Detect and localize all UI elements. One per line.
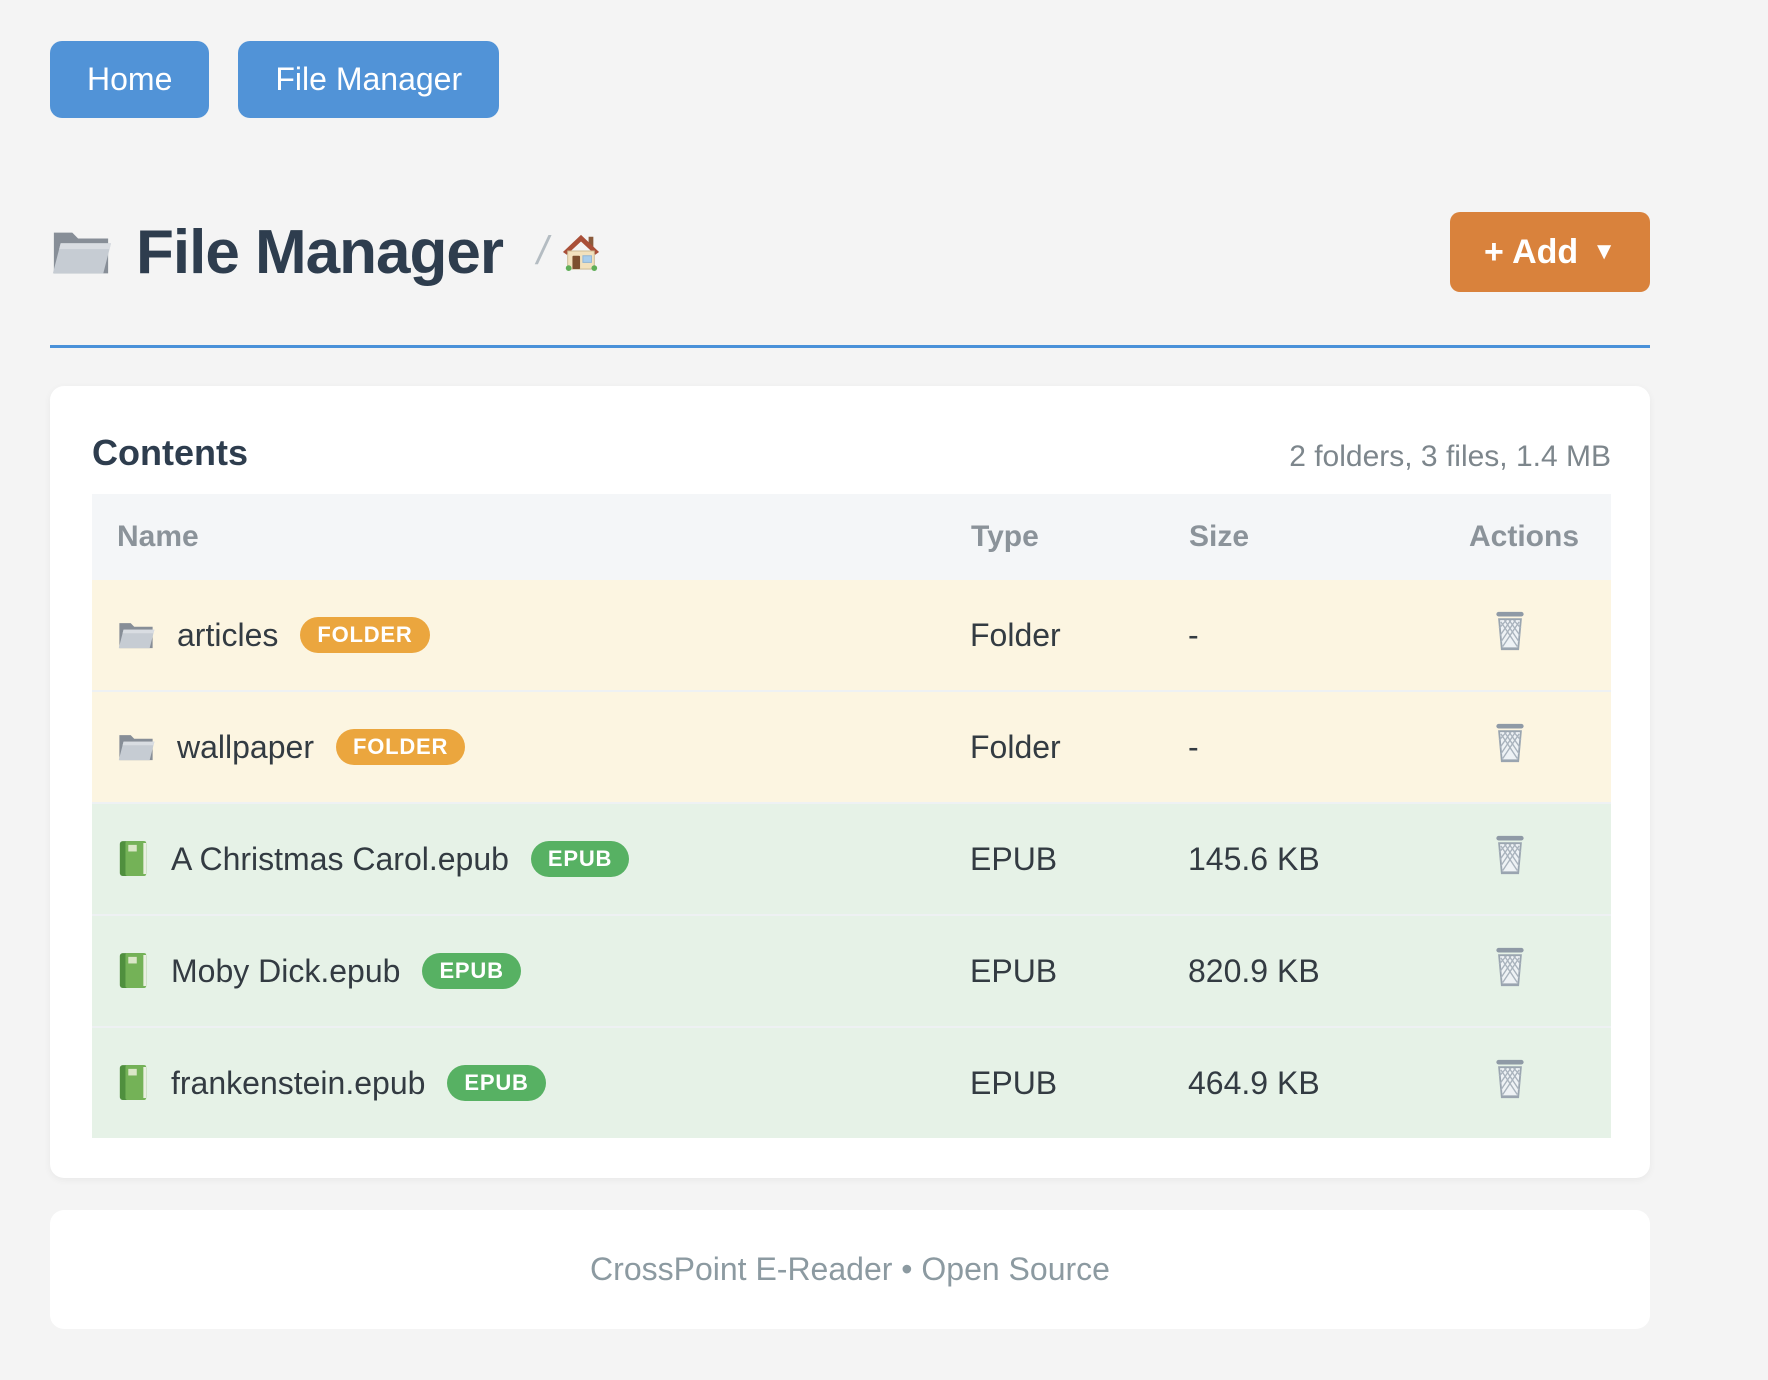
file-name: A Christmas Carol.epub xyxy=(171,840,509,877)
add-button-label: + Add xyxy=(1484,232,1579,271)
file-type: Folder xyxy=(970,616,1061,653)
trash-icon xyxy=(1496,1059,1524,1099)
add-button[interactable]: + Add ▼ xyxy=(1450,212,1650,292)
table-row[interactable]: Moby Dick.epub EPUB EPUB 820.9 KB xyxy=(92,915,1611,1027)
file-name: wallpaper xyxy=(177,728,314,765)
page-title: File Manager xyxy=(136,217,504,287)
nav-home-button[interactable]: Home xyxy=(50,41,210,118)
file-table-header-row: Name Type Size Actions xyxy=(92,494,1611,580)
file-type: EPUB xyxy=(970,840,1058,877)
file-table: Name Type Size Actions articles FOLDER xyxy=(92,494,1611,1138)
folder-icon xyxy=(118,735,155,761)
file-type-badge: FOLDER xyxy=(300,617,430,653)
file-type-badge: EPUB xyxy=(422,953,521,989)
trash-icon xyxy=(1496,723,1524,763)
delete-button[interactable] xyxy=(1493,835,1527,875)
file-size: 820.9 KB xyxy=(1188,952,1320,989)
contents-title: Contents xyxy=(92,432,248,473)
table-row[interactable]: wallpaper FOLDER Folder - xyxy=(92,691,1611,803)
book-icon xyxy=(119,841,147,876)
file-name: Moby Dick.epub xyxy=(171,952,401,989)
delete-button[interactable] xyxy=(1493,947,1527,987)
file-size: - xyxy=(1188,728,1199,765)
column-header-actions: Actions xyxy=(1468,494,1611,580)
delete-button[interactable] xyxy=(1493,723,1527,763)
nav-file-manager-button[interactable]: File Manager xyxy=(238,41,500,118)
contents-summary: 2 folders, 3 files, 1.4 MB xyxy=(1289,440,1611,473)
home-icon[interactable] xyxy=(562,231,600,271)
file-size: - xyxy=(1188,616,1199,653)
caret-down-icon: ▼ xyxy=(1592,238,1616,265)
title-group: File Manager / xyxy=(50,220,600,285)
table-row[interactable]: A Christmas Carol.epub EPUB EPUB 145.6 K… xyxy=(92,803,1611,915)
delete-button[interactable] xyxy=(1493,1059,1527,1099)
file-size: 145.6 KB xyxy=(1188,840,1320,877)
footer-text: CrossPoint E-Reader • Open Source xyxy=(590,1251,1110,1287)
file-type-badge: EPUB xyxy=(530,841,630,877)
folder-icon xyxy=(118,623,155,649)
breadcrumb-separator: / xyxy=(537,229,549,273)
file-table-body: articles FOLDER Folder - xyxy=(92,580,1611,1138)
trash-icon xyxy=(1496,611,1524,651)
top-nav: Home File Manager xyxy=(50,41,1650,118)
column-header-type: Type xyxy=(970,494,1188,580)
file-type: EPUB xyxy=(970,1064,1058,1101)
file-type: EPUB xyxy=(970,952,1058,989)
file-name: frankenstein.epub xyxy=(171,1064,426,1101)
column-header-size: Size xyxy=(1188,494,1468,580)
contents-card: Contents 2 folders, 3 files, 1.4 MB Name… xyxy=(50,386,1650,1178)
book-icon xyxy=(119,953,147,988)
file-name: articles xyxy=(177,616,279,653)
page-header: File Manager / + Add ▼ xyxy=(50,212,1650,292)
file-type-badge: FOLDER xyxy=(335,729,466,765)
table-row[interactable]: frankenstein.epub EPUB EPUB 464.9 KB xyxy=(92,1027,1611,1138)
column-header-name: Name xyxy=(92,494,970,580)
trash-icon xyxy=(1496,835,1524,875)
file-size: 464.9 KB xyxy=(1188,1064,1320,1101)
delete-button[interactable] xyxy=(1493,611,1527,651)
file-type-badge: EPUB xyxy=(447,1065,546,1101)
trash-icon xyxy=(1496,947,1524,987)
book-icon xyxy=(119,1065,147,1100)
breadcrumb: / xyxy=(537,231,600,273)
footer: CrossPoint E-Reader • Open Source xyxy=(50,1210,1650,1329)
table-row[interactable]: articles FOLDER Folder - xyxy=(92,580,1611,691)
header-divider xyxy=(50,345,1650,348)
file-type: Folder xyxy=(970,728,1061,765)
folder-icon xyxy=(52,232,112,274)
contents-card-header: Contents 2 folders, 3 files, 1.4 MB xyxy=(92,432,1611,474)
